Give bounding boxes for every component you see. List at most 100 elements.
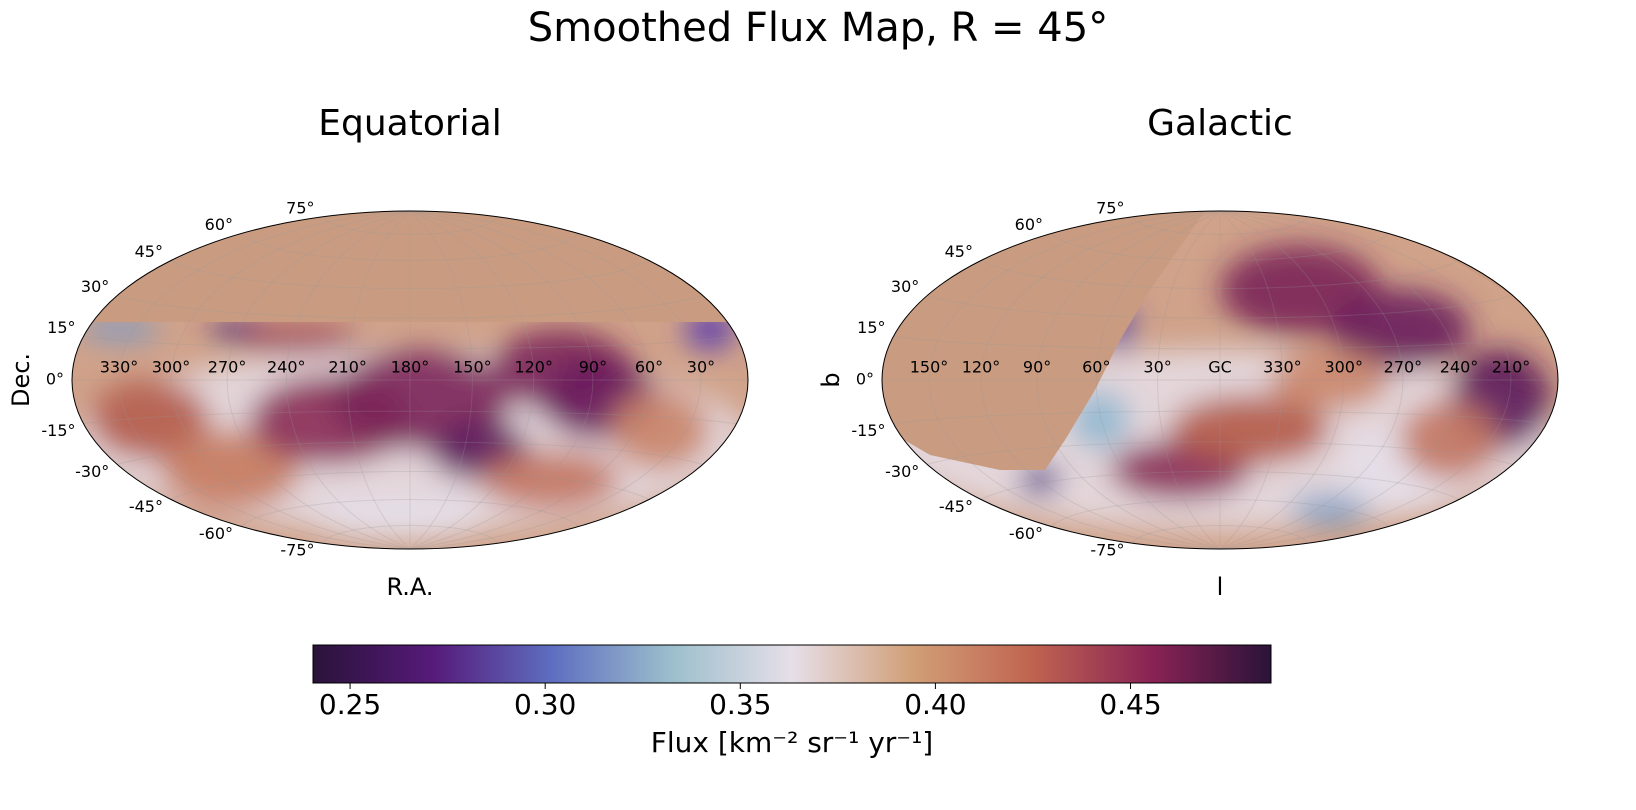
grid-line xyxy=(285,211,411,549)
x-tick-label: 30° xyxy=(687,358,715,377)
x-tick-label: 90° xyxy=(1023,358,1051,377)
x-tick-label: 330° xyxy=(100,358,139,377)
grid-line xyxy=(83,335,737,350)
y-tick-label: -15° xyxy=(41,421,75,440)
grid-line xyxy=(118,211,411,549)
y-tick-label: -30° xyxy=(75,462,109,481)
x-tick-label: 90° xyxy=(579,358,607,377)
colorbar-tick-label: 0.30 xyxy=(514,688,576,721)
grid-line xyxy=(1132,216,1308,235)
colorbar-tick-label: 0.25 xyxy=(319,688,381,721)
grid-line xyxy=(170,471,650,500)
grid-line xyxy=(1157,211,1221,549)
y-tick-label: -15° xyxy=(851,421,885,440)
x-tick-label: 120° xyxy=(514,358,553,377)
y-tick-label: 75° xyxy=(1096,198,1124,217)
x-tick-label: 240° xyxy=(267,358,306,377)
grid-line xyxy=(1219,211,1512,549)
x-tick-label: 210° xyxy=(328,358,367,377)
y-axis-label: Dec. xyxy=(7,353,35,407)
x-tick-label: 60° xyxy=(635,358,663,377)
y-tick-label: 45° xyxy=(945,242,973,261)
flux-blob xyxy=(90,380,210,460)
grid-line xyxy=(893,335,1547,350)
sky-map xyxy=(882,211,1558,549)
colorbar-tick-label: 0.35 xyxy=(709,688,771,721)
x-tick-label: 270° xyxy=(208,358,247,377)
grid-line xyxy=(170,260,650,289)
y-axis-label: b xyxy=(817,372,845,387)
y-tick-label: -45° xyxy=(939,497,973,516)
flux-blob xyxy=(240,325,360,355)
grid-line xyxy=(170,211,411,549)
grid-line xyxy=(980,211,1221,549)
grid-line xyxy=(409,211,702,549)
flux-blob xyxy=(610,390,710,470)
y-tick-label: 45° xyxy=(135,242,163,261)
x-tick-label: 180° xyxy=(391,358,430,377)
y-tick-label: -45° xyxy=(129,497,163,516)
x-tick-label: 210° xyxy=(1492,358,1531,377)
flux-texture xyxy=(72,310,748,540)
x-tick-label: 150° xyxy=(453,358,492,377)
map-border xyxy=(881,210,1559,550)
grid-line xyxy=(117,441,703,465)
flux-blob xyxy=(1170,395,1330,465)
flux-blob xyxy=(480,450,620,510)
grid-line xyxy=(980,260,1460,289)
x-tick-label: 60° xyxy=(1082,358,1110,377)
grid-line xyxy=(893,410,1547,425)
grid-line xyxy=(322,525,498,544)
grid-line xyxy=(347,211,411,549)
grid-line xyxy=(1132,525,1308,544)
y-tick-label: -75° xyxy=(1090,541,1124,560)
x-tick-label: 240° xyxy=(1440,358,1479,377)
y-tick-label: 30° xyxy=(891,277,919,296)
grid-line xyxy=(927,295,1513,319)
x-axis-label: R.A. xyxy=(386,573,433,601)
grid-line xyxy=(1095,211,1221,549)
colorbar-tick-label: 0.45 xyxy=(1099,688,1161,721)
flux-blob xyxy=(160,430,300,510)
grid-line xyxy=(117,295,703,319)
y-tick-label: 15° xyxy=(47,318,75,337)
grid-line xyxy=(1219,211,1460,549)
x-axis-label: l xyxy=(1217,573,1224,601)
grid-line xyxy=(409,211,594,549)
x-tick-label: 300° xyxy=(152,358,191,377)
grid-line xyxy=(1219,211,1345,549)
map-border xyxy=(71,210,749,550)
colorbar xyxy=(312,644,1272,684)
y-tick-label: -60° xyxy=(199,524,233,543)
grid-line xyxy=(1050,499,1390,527)
y-tick-label: 0° xyxy=(856,370,874,389)
grid-line xyxy=(409,211,535,549)
y-tick-label: 30° xyxy=(81,277,109,296)
y-tick-label: -75° xyxy=(280,541,314,560)
grid-line xyxy=(1219,211,1283,549)
x-tick-label: 330° xyxy=(1263,358,1302,377)
grid-line xyxy=(226,211,411,549)
grid-line xyxy=(1036,211,1221,549)
grid-line xyxy=(980,471,1460,500)
map-title: Equatorial xyxy=(318,103,501,144)
colorbar-tick-label: 0.40 xyxy=(904,688,966,721)
grid-line xyxy=(83,410,737,425)
flux-blob xyxy=(1400,400,1500,480)
grid-line xyxy=(927,441,1513,465)
colorbar-label: Flux [km⁻² sr⁻¹ yr⁻¹] xyxy=(651,726,933,759)
grid-line xyxy=(409,211,473,549)
flux-blob xyxy=(1020,465,1060,495)
flux-blob xyxy=(80,320,160,340)
flux-blob xyxy=(1270,350,1390,410)
y-tick-label: 60° xyxy=(1015,215,1043,234)
flux-blob xyxy=(1290,495,1370,525)
sky-map xyxy=(72,211,748,549)
y-tick-label: 60° xyxy=(205,215,233,234)
map-title: Galactic xyxy=(1147,103,1293,144)
grid-line xyxy=(928,211,1221,549)
y-tick-label: 0° xyxy=(46,370,64,389)
x-tick-label: 270° xyxy=(1384,358,1423,377)
grid-line xyxy=(1219,211,1404,549)
